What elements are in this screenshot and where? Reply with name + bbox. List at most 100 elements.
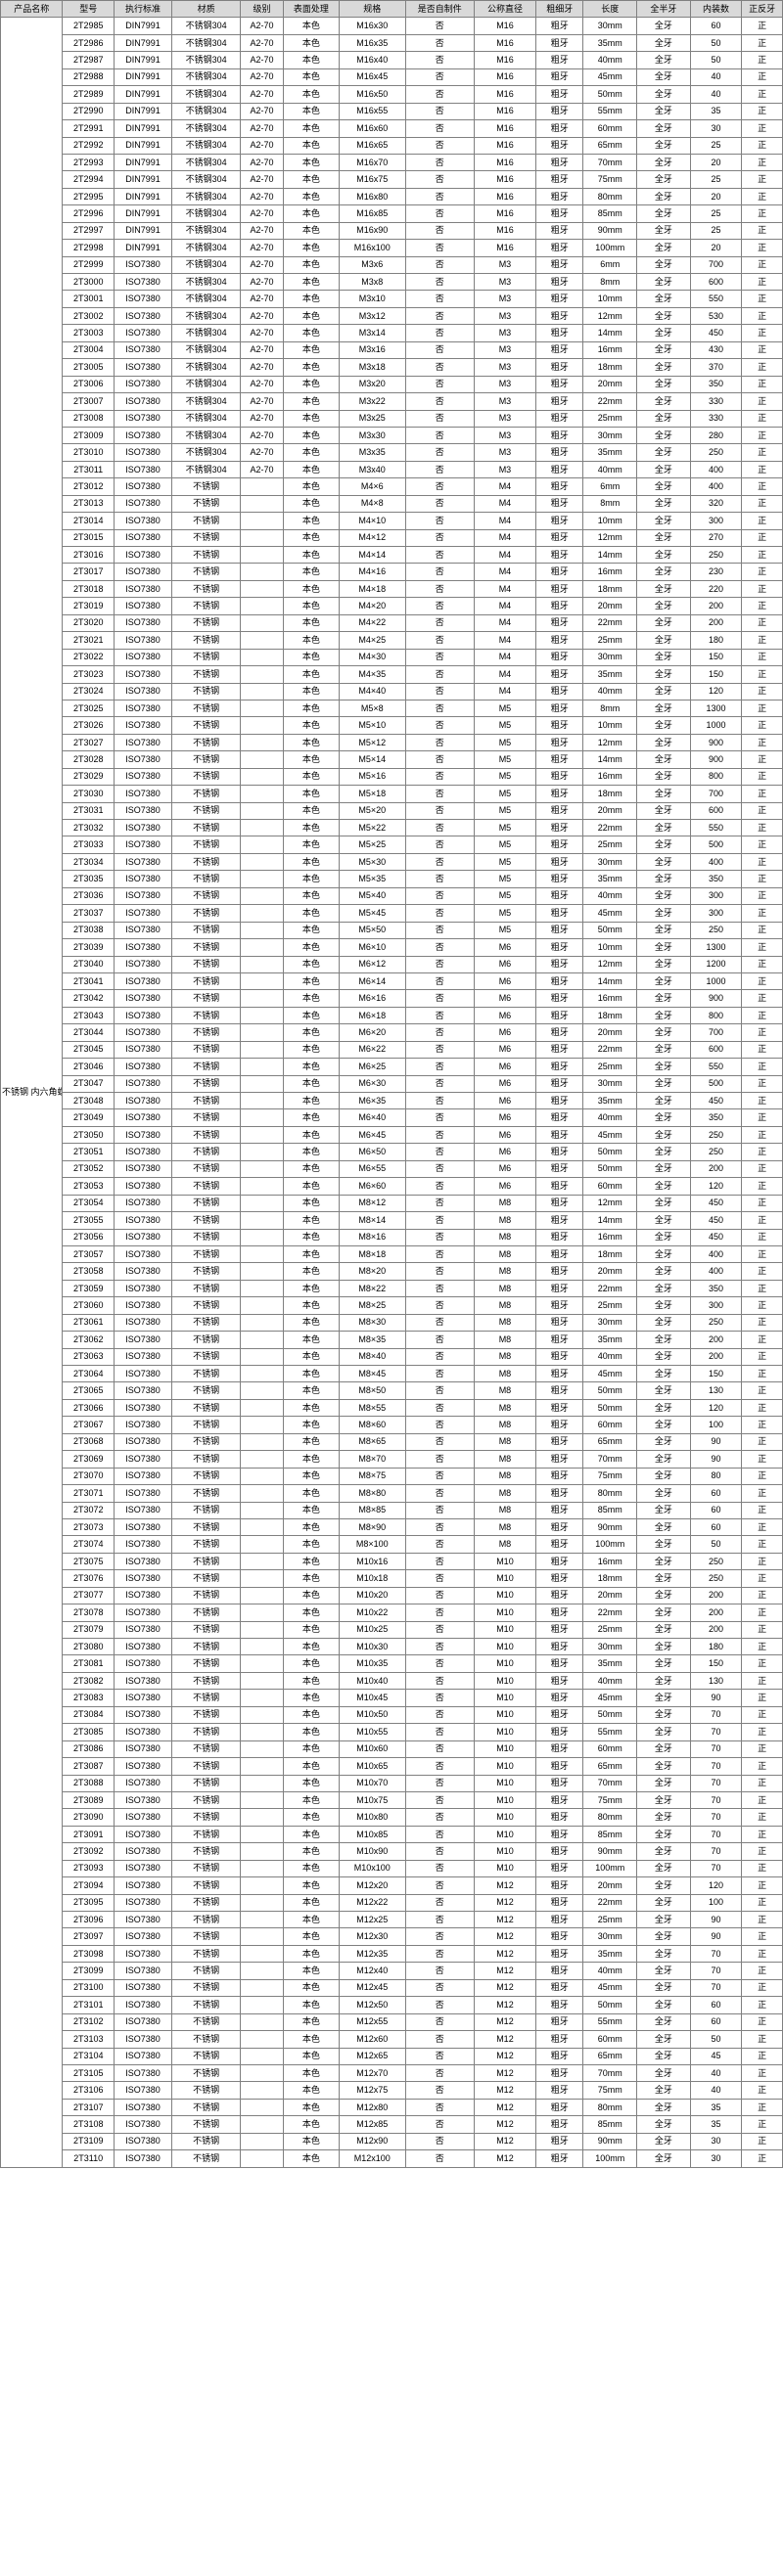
cell-4 — [240, 613, 284, 633]
cell-9: 粗牙 — [535, 1040, 584, 1060]
cell-9: 粗牙 — [535, 1125, 584, 1145]
cell-10: 14mm — [582, 324, 638, 342]
cell-1: 2T3015 — [62, 528, 115, 548]
cell-2: ISO7380 — [113, 2098, 173, 2117]
cell-12: 600 — [689, 1040, 743, 1060]
cell-5: 本色 — [282, 989, 340, 1008]
cell-2: ISO7380 — [113, 545, 173, 565]
cell-4: A2-70 — [240, 239, 284, 257]
cell-11: 全牙 — [636, 1910, 691, 1929]
table-row: 2T3055 ISO7380 不锈钢 本色 M8×14 否 M8 粗牙 14mm 全牙 450 正 — [1, 1211, 783, 1230]
cell-10: 14mm — [582, 750, 638, 769]
cell-9: 粗牙 — [535, 1790, 584, 1810]
cell-5: 本色 — [282, 136, 340, 155]
cell-11: 全牙 — [636, 324, 691, 342]
cell-11: 全牙 — [636, 1416, 691, 1434]
cell-13: 正 — [741, 136, 783, 155]
cell-3: 不锈钢 — [171, 1040, 242, 1060]
cell-10: 50mm — [582, 1381, 638, 1400]
cell-11: 全牙 — [636, 1432, 691, 1452]
cell-11: 全牙 — [636, 733, 691, 752]
cell-7: 否 — [404, 1432, 475, 1452]
cell-9: 粗牙 — [535, 358, 584, 377]
cell-3: 不锈钢 — [171, 1244, 242, 1264]
cell-13: 正 — [741, 1535, 783, 1554]
cell-8: M12 — [473, 1978, 537, 1998]
cell-8: M5 — [473, 733, 537, 752]
cell-3: 不锈钢304 — [171, 358, 242, 377]
cell-13: 正 — [741, 733, 783, 752]
cell-11: 全牙 — [636, 750, 691, 769]
cell-5: 本色 — [282, 290, 340, 308]
cell-6: M3x10 — [338, 290, 406, 308]
cell-4 — [240, 1501, 284, 1519]
cell-3: 不锈钢 — [171, 1058, 242, 1076]
cell-10: 80mm — [582, 1808, 638, 1827]
cell-5: 本色 — [282, 767, 340, 787]
cell-5: 本色 — [282, 921, 340, 940]
cell-6: M10x30 — [338, 1637, 406, 1656]
cell-12: 20 — [689, 187, 743, 206]
cell-11: 全牙 — [636, 1177, 691, 1196]
cell-8: M6 — [473, 955, 537, 973]
cell-5: 本色 — [282, 1023, 340, 1042]
cell-12: 90 — [689, 1927, 743, 1946]
table-header-row: 产品名称 型号 执行标准 材质 级别 表面处理 规格 是否自制件 公称直径 粗细牙 长度 全半牙 内装数… — [0, 0, 783, 19]
cell-3: 不锈钢 — [171, 1705, 242, 1725]
table-row: 2T3095 ISO7380 不锈钢 本色 M12x22 否 M12 粗牙 22mm 全牙 100 正 — [1, 1893, 783, 1913]
cell-5: 本色 — [282, 1842, 340, 1861]
cell-10: 20mm — [582, 1586, 638, 1605]
cell-10: 90mm — [582, 221, 638, 241]
cell-13: 正 — [741, 955, 783, 973]
cell-13: 正 — [741, 239, 783, 257]
cell-10: 22mm — [582, 818, 638, 837]
cell-5: 本色 — [282, 1604, 340, 1622]
cell-8: M10 — [473, 1689, 537, 1707]
cell-4 — [240, 1535, 284, 1554]
cell-4 — [240, 1331, 284, 1349]
cell-8: M3 — [473, 306, 537, 326]
cell-1: 2T3042 — [62, 989, 115, 1008]
cell-11: 全牙 — [636, 1262, 691, 1281]
column-header-11: 全半牙 — [636, 0, 691, 19]
cell-6: M6×16 — [338, 989, 406, 1008]
cell-3: 不锈钢304 — [171, 85, 242, 104]
cell-12: 900 — [689, 733, 743, 752]
cell-2: ISO7380 — [113, 938, 173, 957]
cell-2: ISO7380 — [113, 1381, 173, 1400]
table-row: 2T3028 ISO7380 不锈钢 本色 M5×14 否 M5 粗牙 14mm 全牙 900 正 — [1, 750, 783, 769]
table-row: 2T3102 ISO7380 不锈钢 本色 M12x55 否 M12 粗牙 55mm 全牙 60 正 — [1, 2012, 783, 2032]
cell-9: 粗牙 — [535, 51, 584, 69]
cell-8: M4 — [473, 597, 537, 615]
cell-10: 60mm — [582, 1740, 638, 1759]
cell-5: 本色 — [282, 1177, 340, 1196]
product-name-cell: 不锈钢 内六角螺丝 — [0, 17, 64, 2168]
cell-11: 全牙 — [636, 1194, 691, 1213]
cell-2: ISO7380 — [113, 921, 173, 940]
cell-5: 本色 — [282, 818, 340, 837]
cell-9: 粗牙 — [535, 2149, 584, 2168]
cell-3: 不锈钢 — [171, 2149, 242, 2168]
cell-12: 700 — [689, 255, 743, 275]
cell-2: ISO7380 — [113, 1432, 173, 1452]
cell-8: M8 — [473, 1398, 537, 1418]
table-row: 2T3104 ISO7380 不锈钢 本色 M12x65 否 M12 粗牙 65mm 全牙 45 正 — [1, 2047, 783, 2065]
table-row: 2T3051 ISO7380 不锈钢 本色 M6×50 否 M6 粗牙 50mm 全牙 250 正 — [1, 1143, 783, 1161]
cell-3: 不锈钢304 — [171, 426, 242, 445]
cell-6: M12x60 — [338, 2030, 406, 2049]
cell-4 — [240, 1416, 284, 1434]
table-row: 2T3026 ISO7380 不锈钢 本色 M5×10 否 M5 粗牙 10mm 全牙 1000 正 — [1, 716, 783, 735]
cell-1: 2T3109 — [62, 2132, 115, 2151]
cell-13: 正 — [741, 921, 783, 940]
cell-5: 本色 — [282, 1808, 340, 1827]
cell-5: 本色 — [282, 426, 340, 445]
cell-2: ISO7380 — [113, 1723, 173, 1741]
cell-7: 否 — [404, 1058, 475, 1076]
cell-9: 粗牙 — [535, 1705, 584, 1725]
cell-5: 本色 — [282, 785, 340, 803]
cell-4: A2-70 — [240, 33, 284, 53]
cell-6: M4×12 — [338, 528, 406, 548]
table-row: 2T2997 DIN7991 不锈钢304 A2-70 本色 M16x90 否 M16 粗牙 90… — [1, 221, 783, 241]
cell-2: ISO7380 — [113, 750, 173, 769]
cell-13: 正 — [741, 1228, 783, 1246]
